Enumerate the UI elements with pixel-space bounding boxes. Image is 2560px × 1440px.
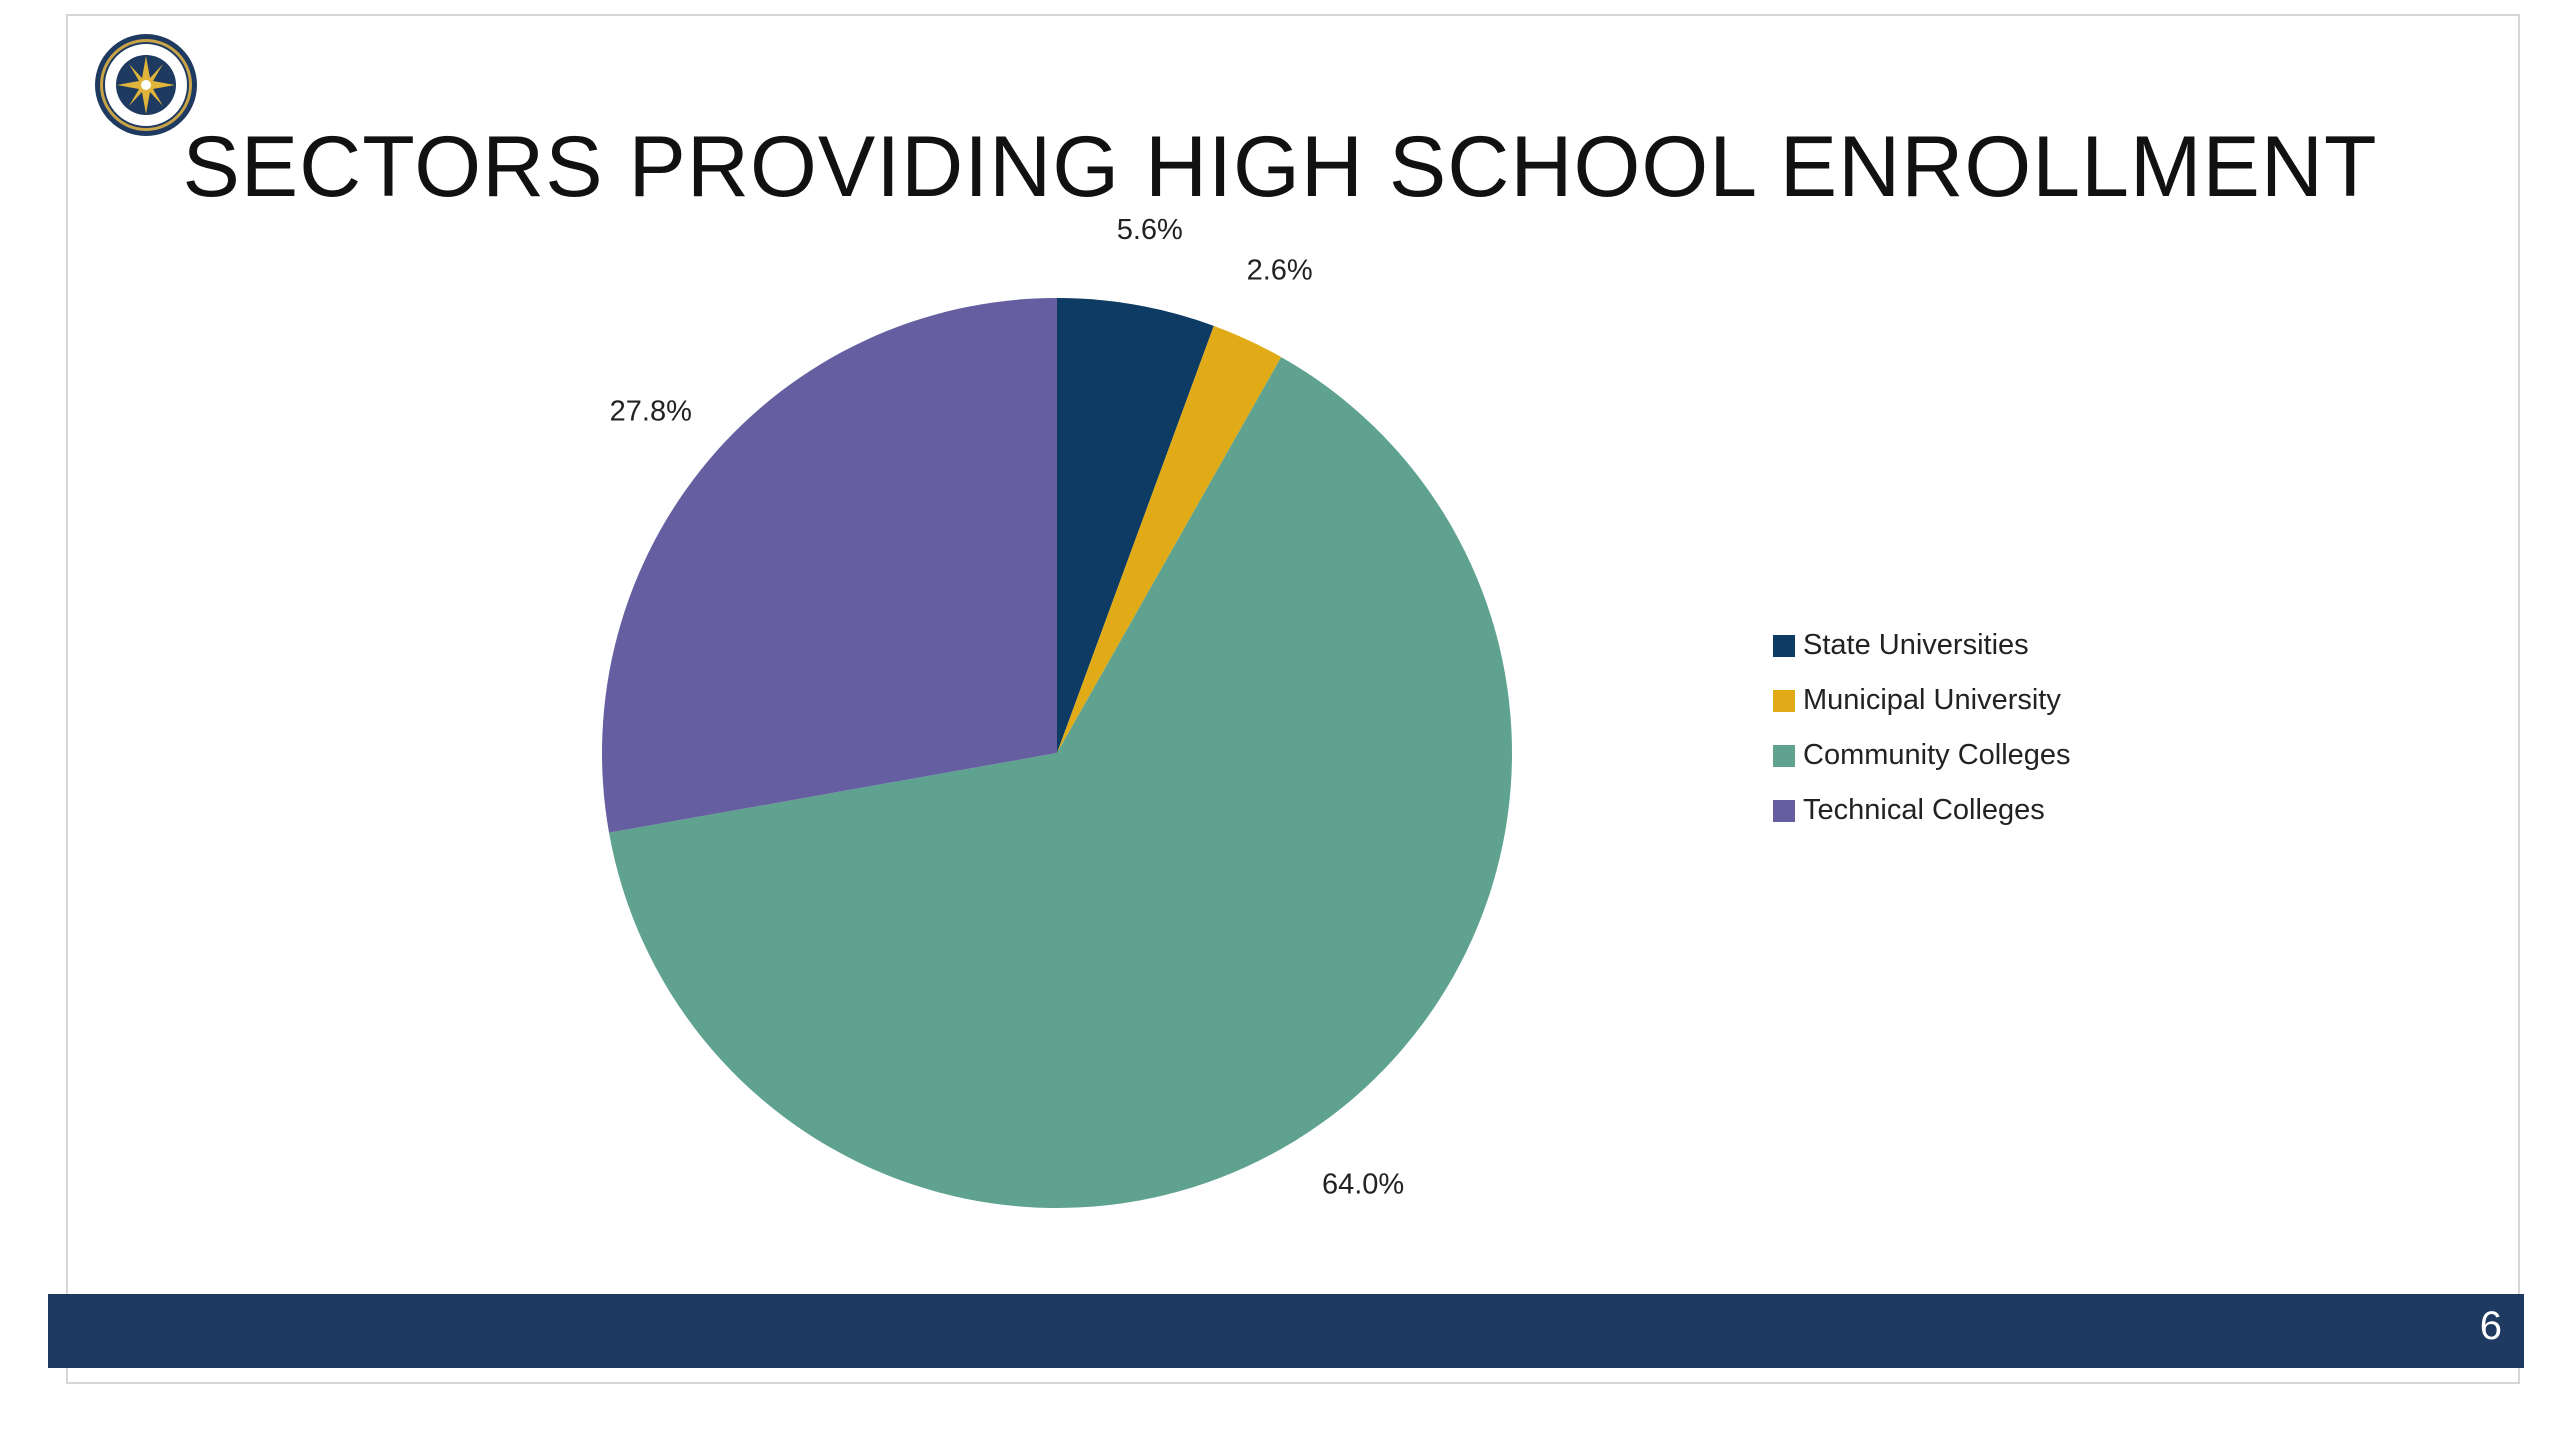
legend-item-municipal-university: Municipal University xyxy=(1773,673,2071,728)
legend-item-community-colleges: Community Colleges xyxy=(1773,728,2071,783)
legend-swatch xyxy=(1773,799,1795,822)
legend-label: Municipal University xyxy=(1803,684,2061,716)
page-number: 6 xyxy=(2479,1304,2502,1348)
legend-swatch xyxy=(1773,634,1795,657)
pie-slice-technical-colleges xyxy=(602,298,1057,833)
pie-slice-community-colleges xyxy=(609,357,1512,1209)
chart-legend: State Universities Municipal University Co… xyxy=(1773,618,2071,838)
legend-label: Technical Colleges xyxy=(1803,794,2045,826)
legend-item-state-universities: State Universities xyxy=(1773,618,2071,673)
pie-slice-municipal-university xyxy=(1057,325,1282,753)
legend-label: State Universities xyxy=(1803,629,2029,661)
legend-swatch xyxy=(1773,689,1795,712)
pie-slice-state-universities xyxy=(1057,298,1214,753)
data-label-municipal-university: 2.6% xyxy=(1247,255,1313,287)
data-label-technical-colleges: 27.8% xyxy=(610,395,692,427)
footer-bar: 6 xyxy=(48,1294,2524,1368)
legend-label: Community Colleges xyxy=(1803,739,2071,771)
legend-swatch xyxy=(1773,744,1795,767)
page-title: SECTORS PROVIDING HIGH SCHOOL ENROLLMENT xyxy=(182,119,2378,215)
legend-item-technical-colleges: Technical Colleges xyxy=(1773,783,2071,838)
state-seal-icon xyxy=(95,34,197,136)
data-label-community-colleges: 64.0% xyxy=(1322,1168,1404,1200)
data-label-state-universities: 5.6% xyxy=(1117,214,1183,246)
